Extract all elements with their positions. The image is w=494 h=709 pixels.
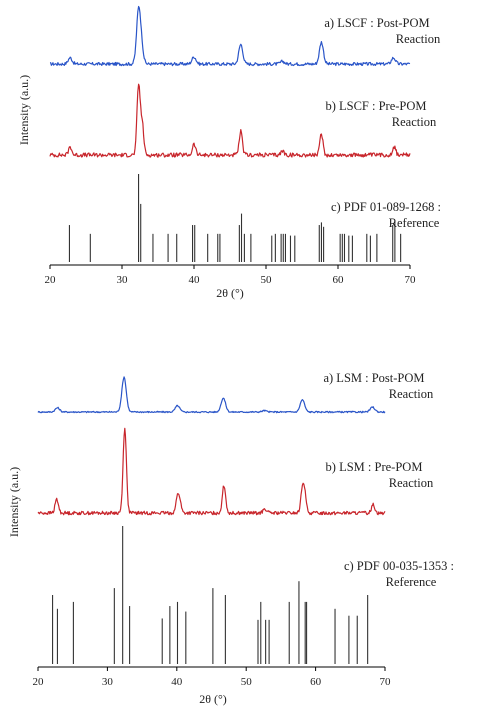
series-label-lsm-pre-2: Reaction bbox=[389, 476, 434, 490]
y-axis-title: Intensity (a.u.) bbox=[7, 467, 21, 537]
xrd-pattern-pre bbox=[37, 427, 386, 516]
series-label-lscf-pre: b) LSCF : Pre-POM bbox=[325, 99, 426, 113]
x-tick-label: 40 bbox=[171, 676, 183, 688]
x-tick-label: 20 bbox=[33, 676, 45, 688]
x-tick-label: 50 bbox=[261, 274, 273, 286]
series-label-lsm-post-2: Reaction bbox=[389, 387, 434, 401]
xrd-pattern-post bbox=[49, 5, 411, 67]
x-axis-ticks: 20 30 40 50 60 70 bbox=[45, 265, 417, 286]
lscf-xrd-panel: Intensity (a.u.) 20 30 40 50 60 70 2θ (°) a) … bbox=[17, 5, 441, 300]
series-label-lscf-post: a) LSCF : Post-POM bbox=[324, 16, 429, 30]
series-label-lscf-ref: c) PDF 01-089-1268 : bbox=[331, 200, 441, 214]
x-tick-label: 60 bbox=[333, 274, 345, 286]
lscf-series-layer bbox=[49, 5, 411, 262]
series-label-lsm-ref-2: Reference bbox=[386, 575, 437, 589]
x-tick-label: 60 bbox=[310, 676, 322, 688]
series-label-lscf-ref-2: Reference bbox=[389, 216, 440, 230]
series-label-lscf-post-2: Reaction bbox=[396, 32, 441, 46]
x-tick-label: 30 bbox=[117, 274, 129, 286]
xrd-pattern-pre bbox=[49, 83, 411, 158]
series-label-lsm-ref: c) PDF 00-035-1353 : bbox=[344, 559, 454, 573]
y-axis-title: Intensity (a.u.) bbox=[17, 75, 31, 145]
x-tick-label: 70 bbox=[380, 676, 392, 688]
x-axis-ticks: 20 30 40 50 60 70 bbox=[33, 667, 392, 688]
x-axis-title: 2θ (°) bbox=[199, 692, 227, 706]
x-tick-label: 70 bbox=[405, 274, 417, 286]
series-label-lsm-post: a) LSM : Post-POM bbox=[323, 371, 424, 385]
lsm-xrd-panel: Intensity (a.u.) 20 30 40 50 60 70 2θ (°) a) … bbox=[7, 371, 454, 706]
x-tick-label: 40 bbox=[189, 274, 201, 286]
x-tick-label: 50 bbox=[241, 676, 253, 688]
xrd-pattern-post bbox=[37, 376, 386, 414]
lsm-series-layer bbox=[37, 376, 386, 664]
x-axis-title: 2θ (°) bbox=[216, 286, 244, 300]
x-tick-label: 20 bbox=[45, 274, 57, 286]
series-label-lsm-pre: b) LSM : Pre-POM bbox=[326, 460, 423, 474]
series-label-lscf-pre-2: Reaction bbox=[392, 115, 437, 129]
x-tick-label: 30 bbox=[102, 676, 114, 688]
